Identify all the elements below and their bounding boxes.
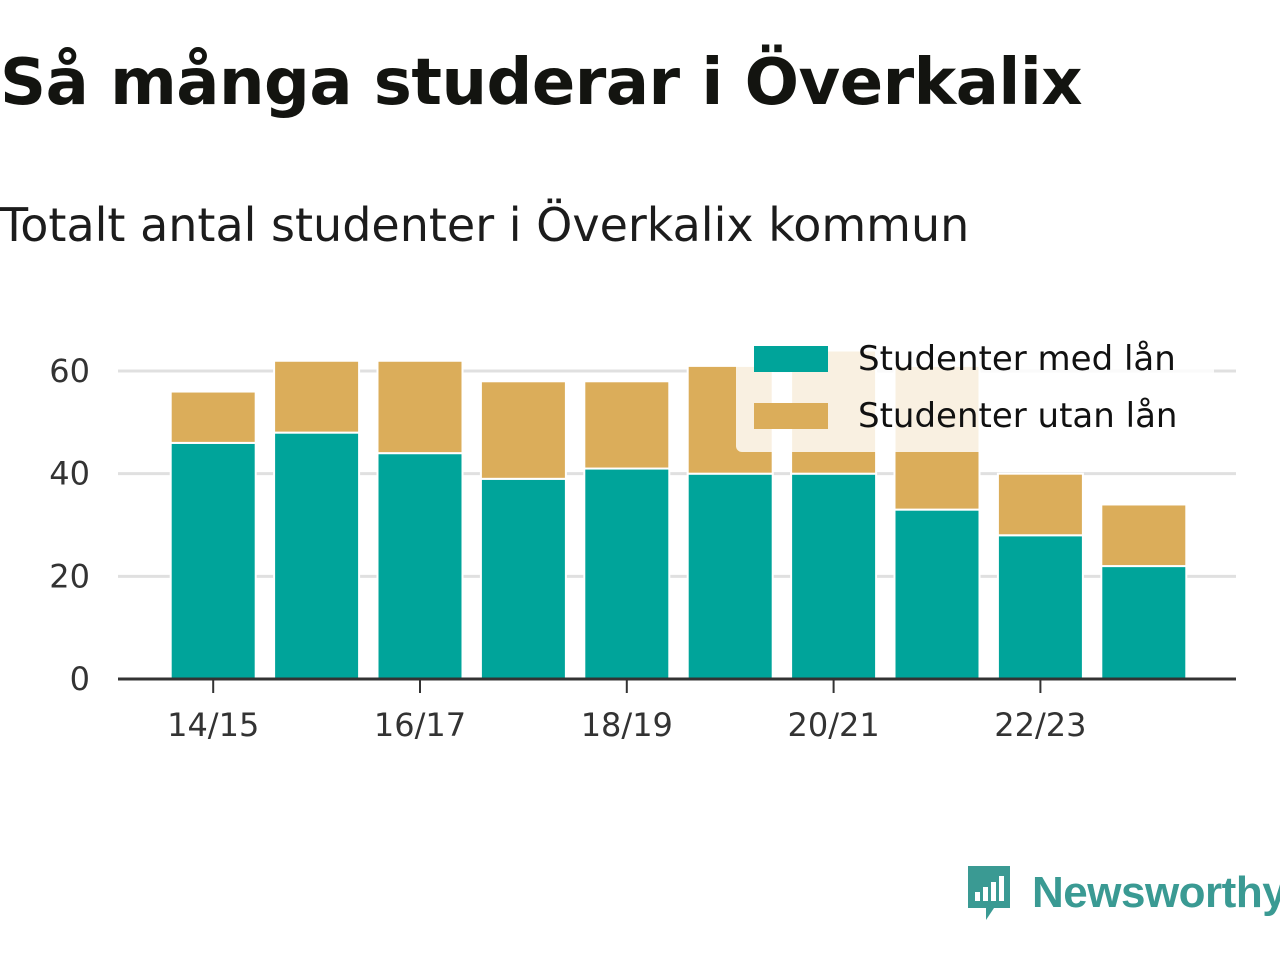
chart-title: Så många studerar i Överkalix <box>0 46 1083 120</box>
x-tick-label: 20/21 <box>787 706 879 744</box>
bar-14-15-series-1 <box>169 390 257 444</box>
bar-17-18-series-0 <box>479 477 567 680</box>
bar-19-20-series-0 <box>686 472 774 680</box>
brand-logo: Newsworthy <box>964 862 1280 924</box>
x-tick-label: 22/23 <box>994 706 1086 744</box>
bar-18-19-series-1 <box>583 380 671 470</box>
legend-label-1: Studenter utan lån <box>858 396 1177 436</box>
bar-17-18-series-1 <box>479 380 567 480</box>
bar-23-24-series-1 <box>1100 503 1188 568</box>
bar-15-16-series-1 <box>273 359 361 434</box>
x-tick-label: 16/17 <box>374 706 466 744</box>
bar-22-23-series-1 <box>996 472 1084 537</box>
legend-swatch-1 <box>754 403 828 429</box>
y-tick-label: 20 <box>49 557 90 595</box>
bar-20-21-series-0 <box>790 472 878 680</box>
legend-background <box>736 334 1214 452</box>
y-tick-label: 60 <box>49 352 90 390</box>
x-tick-label: 14/15 <box>167 706 259 744</box>
legend-swatch-0 <box>754 346 828 372</box>
brand-name: Newsworthy <box>1032 868 1280 917</box>
x-tick-label: 18/19 <box>581 706 673 744</box>
bar-22-23-series-0 <box>996 534 1084 680</box>
bar-14-15-series-0 <box>169 441 257 680</box>
bar-21-22-series-0 <box>893 508 981 680</box>
y-tick-label: 0 <box>70 660 90 698</box>
axes: 0 20 40 60 14/15 16/17 18/19 20/21 22/23 <box>49 352 1236 744</box>
legend-label-0: Studenter med lån <box>858 339 1176 379</box>
bar-16-17-series-0 <box>376 452 464 681</box>
y-tick-label: 40 <box>49 455 90 493</box>
legend: Studenter med lån Studenter utan lån <box>736 334 1214 452</box>
bar-16-17-series-1 <box>376 359 464 455</box>
bar-15-16-series-0 <box>273 431 361 680</box>
chart-subtitle: Totalt antal studenter i Överkalix kommu… <box>0 198 970 252</box>
bar-23-24-series-0 <box>1100 565 1188 680</box>
bar-18-19-series-0 <box>583 467 671 680</box>
newsworthy-logo-icon <box>968 866 1010 920</box>
